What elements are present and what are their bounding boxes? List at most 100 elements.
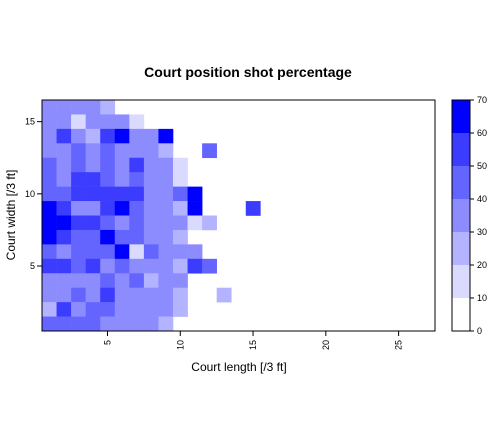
heatmap-cell-7-8	[129, 215, 145, 231]
heatmap-cell-6-14	[114, 128, 130, 144]
colorbar-swatch-6	[452, 100, 470, 133]
heatmap-cell-7-5	[129, 258, 145, 274]
heatmap-cell-3-15	[71, 114, 86, 130]
heatmap-cell-2-15	[56, 114, 72, 130]
heatmap-cell-4-8	[85, 215, 101, 231]
heatmap-cell-2-13	[56, 143, 72, 159]
heatmap-cell-1-4	[42, 273, 57, 288]
colorbar-tick-label-50: 50	[477, 161, 487, 171]
heatmap-cell-9-3	[158, 287, 174, 303]
heatmap-cell-1-2	[42, 302, 57, 317]
colorbar: 0 10 20 30 40 50 60 70	[451, 95, 487, 336]
y-tick-label-15: 15	[25, 117, 35, 127]
x-tick-label-20: 20	[321, 340, 331, 350]
y-axis-label: Court width [/3 ft]	[4, 170, 18, 261]
heatmap-cell-3-12	[71, 157, 86, 173]
colorbar-swatch-1	[452, 265, 470, 298]
heatmap-cell-1-11	[42, 172, 57, 187]
heatmap-cell-5-9	[100, 201, 116, 216]
heatmap-cell-9-7	[158, 229, 174, 245]
heatmap-cell-2-7	[56, 229, 72, 245]
heatmap-cell-10-5	[173, 258, 188, 274]
heatmap-cell-5-14	[100, 128, 116, 144]
heatmap-cell-3-1	[71, 316, 86, 332]
heatmap-cell-7-9	[129, 201, 145, 216]
heatmap-cell-10-4	[173, 273, 188, 288]
heatmap-cell-5-15	[100, 114, 116, 130]
heatmap-cell-3-2	[71, 302, 86, 317]
heatmap-cell-6-6	[114, 244, 130, 260]
x-tick-label-10: 10	[175, 340, 185, 350]
heatmap-cell-8-7	[143, 229, 159, 245]
heatmap-cell-7-2	[129, 302, 145, 317]
heatmap-cell-2-4	[56, 273, 72, 288]
colorbar-tick-label-0: 0	[477, 326, 482, 336]
heatmap-cell-7-15	[129, 114, 145, 130]
heatmap-cell-10-7	[173, 229, 188, 245]
heatmap-cell-9-9	[158, 201, 174, 216]
colorbar-tick-label-30: 30	[477, 227, 487, 237]
chart-title: Court position shot percentage	[144, 64, 352, 80]
heatmap-cell-6-15	[114, 114, 130, 130]
x-axis-label: Court length [/3 ft]	[191, 360, 286, 374]
colorbar-swatch-4	[452, 166, 470, 199]
heatmap-cell-9-14	[158, 128, 174, 144]
heatmap-cell-7-4	[129, 273, 145, 288]
y-axis: 5 10 15	[25, 117, 42, 271]
heatmap-cell-12-13	[202, 143, 217, 159]
heatmap-cell-2-16	[56, 100, 72, 115]
heatmap-cell-1-3	[42, 287, 57, 303]
heatmap-cell-4-5	[85, 258, 101, 274]
heatmap-cell-2-6	[56, 244, 72, 260]
heatmap-cell-10-9	[173, 201, 188, 216]
heatmap-cell-4-14	[85, 128, 101, 144]
heatmap-cell-5-3	[100, 287, 116, 303]
heatmap-cell-1-5	[42, 258, 57, 274]
colorbar-swatch-2	[452, 232, 470, 265]
heatmap-cells	[42, 100, 261, 332]
heatmap-cell-7-11	[129, 172, 145, 187]
heatmap-cell-10-11	[173, 172, 188, 187]
heatmap-cell-4-10	[85, 186, 101, 202]
heatmap-cell-5-12	[100, 157, 116, 173]
heatmap-cell-3-11	[71, 172, 86, 187]
heatmap-cell-9-11	[158, 172, 174, 187]
heatmap-cell-7-7	[129, 229, 145, 245]
heatmap-cell-10-6	[173, 244, 188, 260]
heatmap-cell-5-10	[100, 186, 116, 202]
heatmap-cell-9-12	[158, 157, 174, 173]
heatmap-cell-10-2	[173, 302, 188, 317]
heatmap-cell-8-14	[143, 128, 159, 144]
heatmap-cell-2-9	[56, 201, 72, 216]
heatmap-cell-9-6	[158, 244, 174, 260]
heatmap-cell-6-2	[114, 302, 130, 317]
heatmap-cell-6-5	[114, 258, 130, 274]
heatmap-cell-9-4	[158, 273, 174, 288]
heatmap-cell-3-9	[71, 201, 86, 216]
heatmap-cell-3-16	[71, 100, 86, 115]
heatmap-cell-1-13	[42, 143, 57, 159]
heatmap-cell-11-9	[187, 201, 203, 216]
heatmap-cell-4-12	[85, 157, 101, 173]
heatmap-cell-4-2	[85, 302, 101, 317]
heatmap-cell-4-16	[85, 100, 101, 115]
heatmap-cell-6-4	[114, 273, 130, 288]
colorbar-tick-label-60: 60	[477, 128, 487, 138]
x-tick-label-5: 5	[103, 340, 113, 345]
heatmap-cell-8-2	[143, 302, 159, 317]
heatmap-cell-10-12	[173, 157, 188, 173]
heatmap-cell-1-9	[42, 201, 57, 216]
x-tick-label-15: 15	[248, 340, 258, 350]
heatmap-cell-6-1	[114, 316, 130, 332]
heatmap-cell-4-4	[85, 273, 101, 288]
heatmap-cell-6-13	[114, 143, 130, 159]
heatmap-cell-11-6	[187, 244, 203, 260]
heatmap-cell-2-1	[56, 316, 72, 332]
heatmap-cell-2-12	[56, 157, 72, 173]
heatmap-cell-4-3	[85, 287, 101, 303]
heatmap-cell-4-7	[85, 229, 101, 245]
x-tick-label-25: 25	[394, 340, 404, 350]
heatmap-cell-3-7	[71, 229, 86, 245]
heatmap-cell-6-7	[114, 229, 130, 245]
heatmap-cell-6-8	[114, 215, 130, 231]
